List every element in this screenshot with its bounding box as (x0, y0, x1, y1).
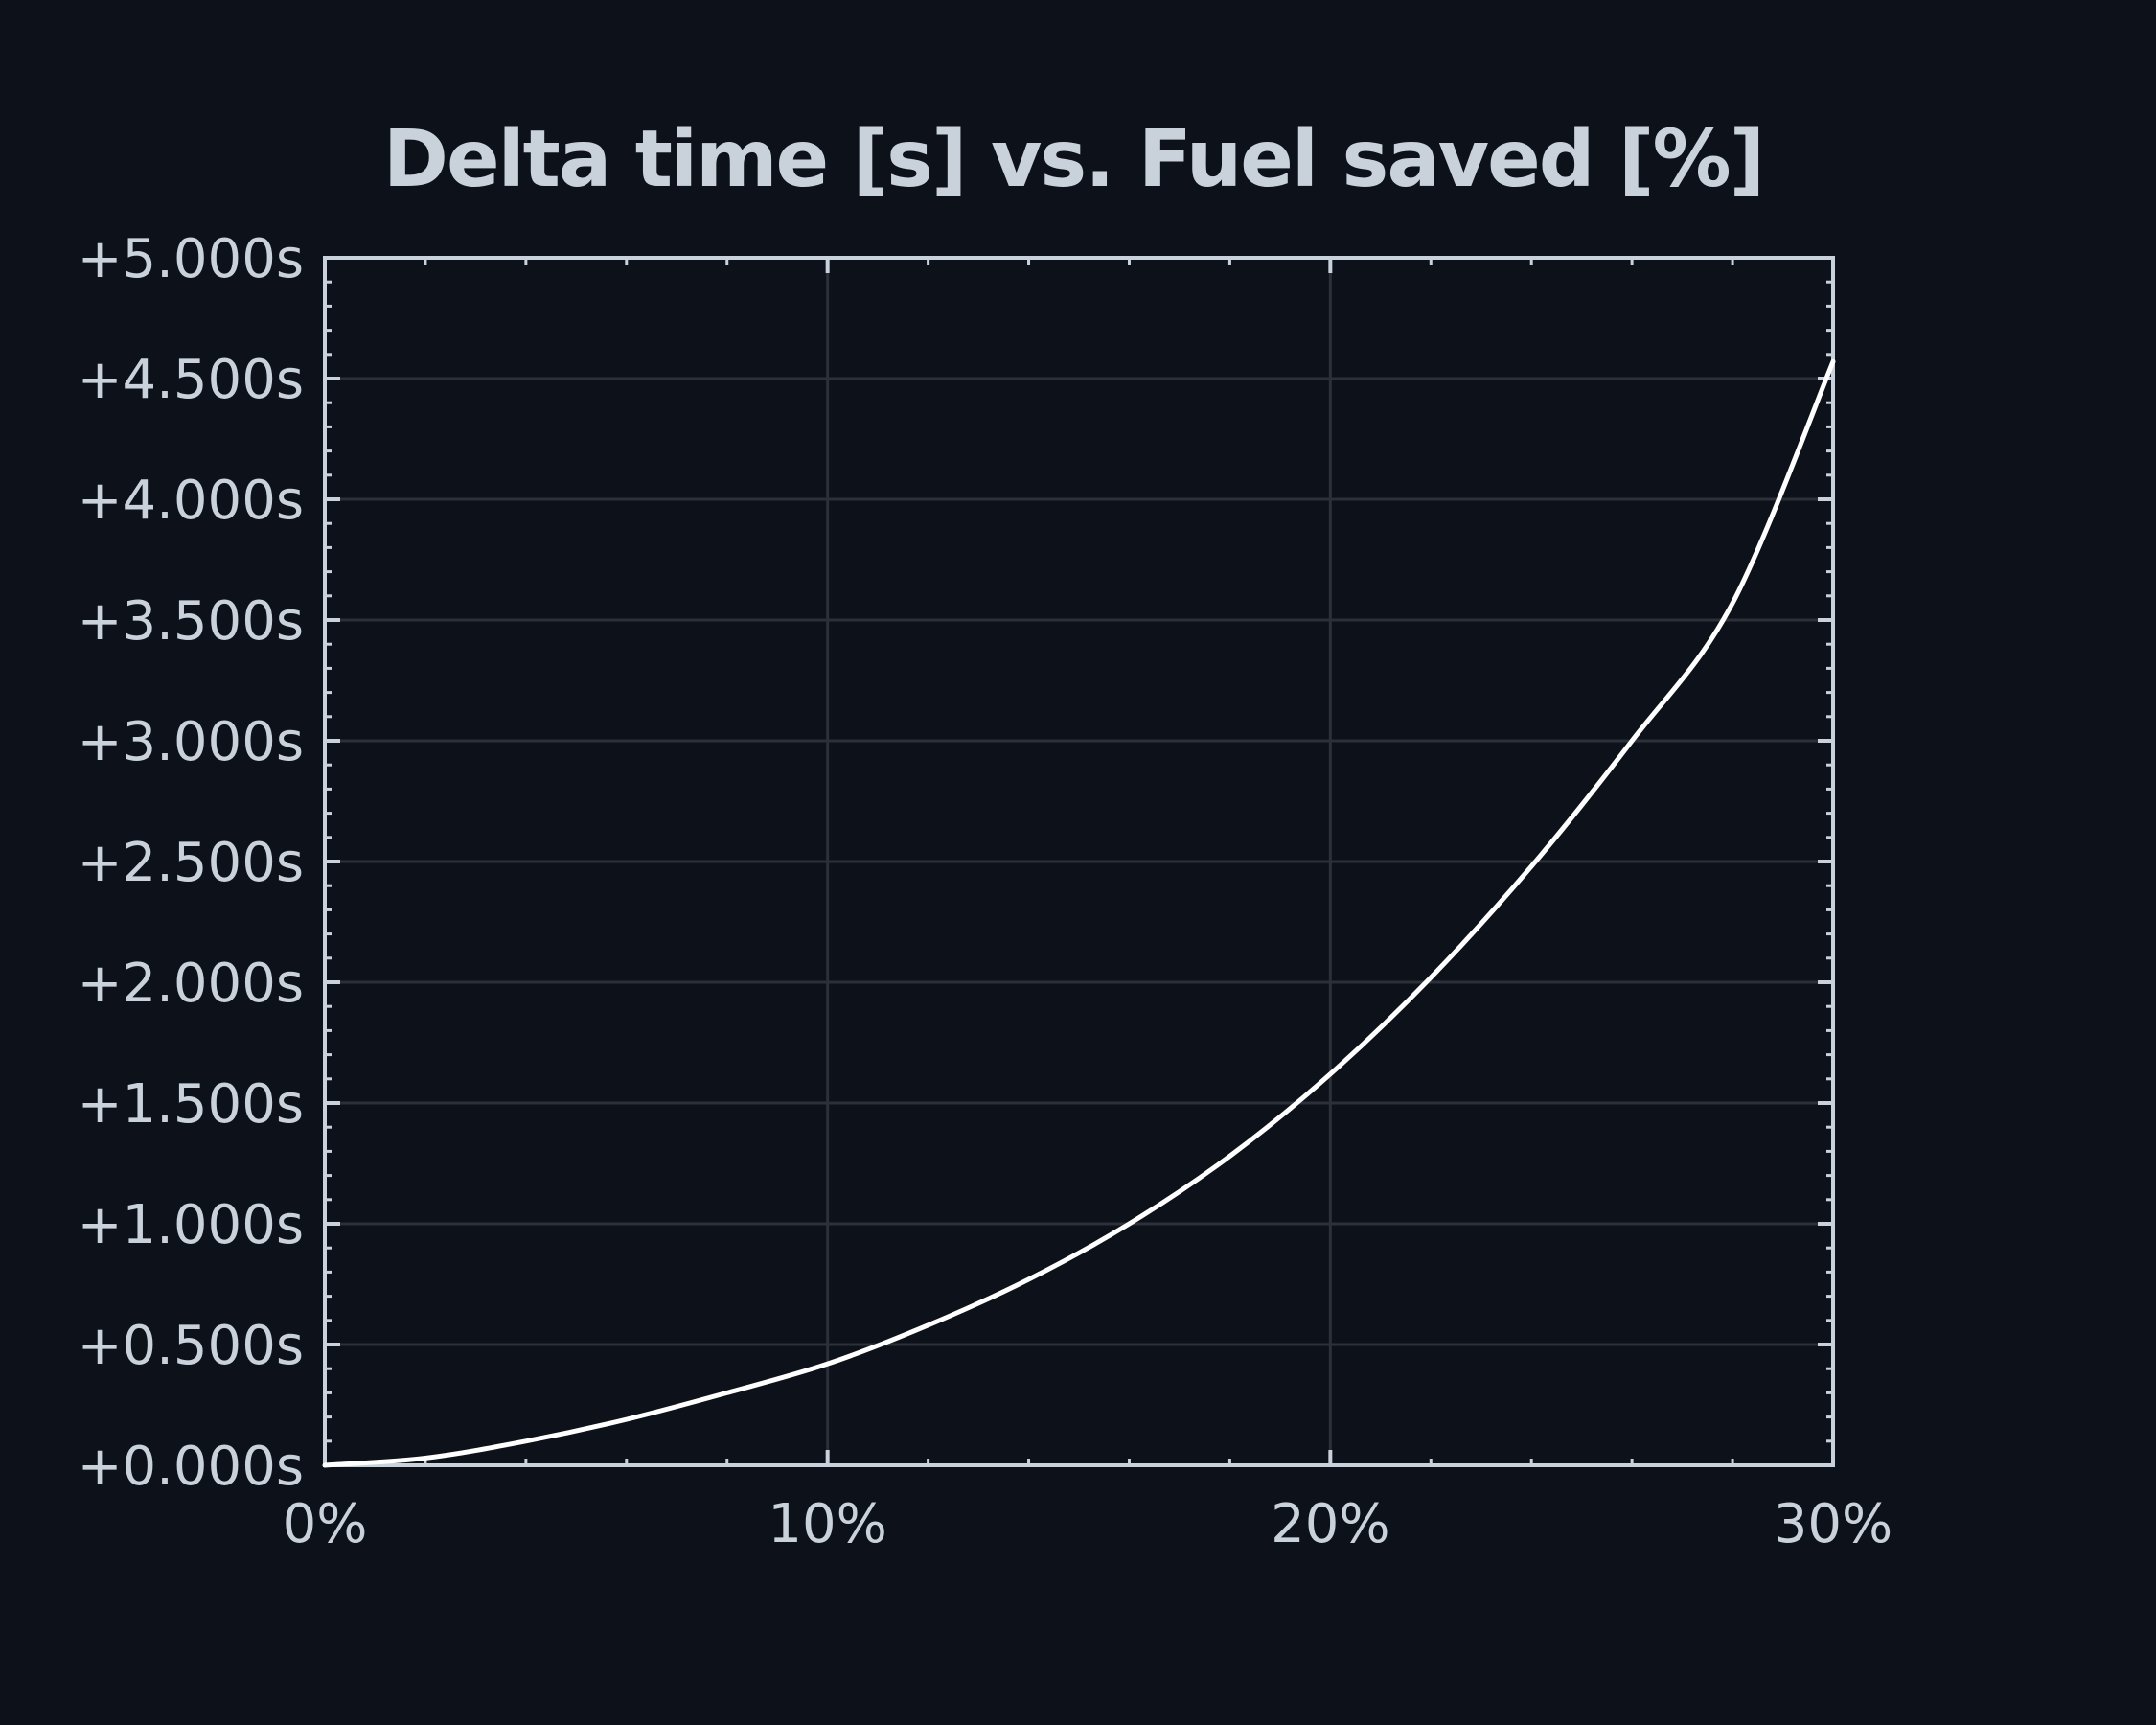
x-tick-label: 30% (1774, 1493, 1892, 1555)
y-tick-label: +3.500s (78, 590, 304, 653)
y-tick-label: +1.500s (78, 1073, 304, 1136)
x-tick-labels: 0% 10% 20% 30% (283, 1493, 1893, 1555)
x-tick-label: 20% (1271, 1493, 1389, 1555)
plot-frame (323, 256, 1835, 1467)
y-tick-label: +3.000s (78, 711, 304, 773)
x-tick-label: 0% (283, 1493, 368, 1555)
series-line-delta-time (322, 358, 1836, 1468)
y-tick-label: +4.500s (78, 349, 304, 411)
y-tick-label: +0.500s (78, 1315, 304, 1377)
y-tick-label: +4.000s (78, 470, 304, 532)
y-tick-label: +2.000s (78, 953, 304, 1015)
y-tick-label: +2.500s (78, 832, 304, 894)
y-tick-label: +5.000s (78, 228, 304, 290)
y-tick-label: +1.000s (78, 1194, 304, 1256)
y-tick-labels: +0.000s +0.500s +1.000s +1.500s +2.000s +2.50… (78, 228, 304, 1498)
y-tick-label: +0.000s (78, 1436, 304, 1498)
chart-title: Delta time [s] vs. Fuel saved [%] (383, 114, 1763, 205)
grid-layer (325, 258, 1833, 1465)
x-tick-label: 10% (768, 1493, 886, 1555)
